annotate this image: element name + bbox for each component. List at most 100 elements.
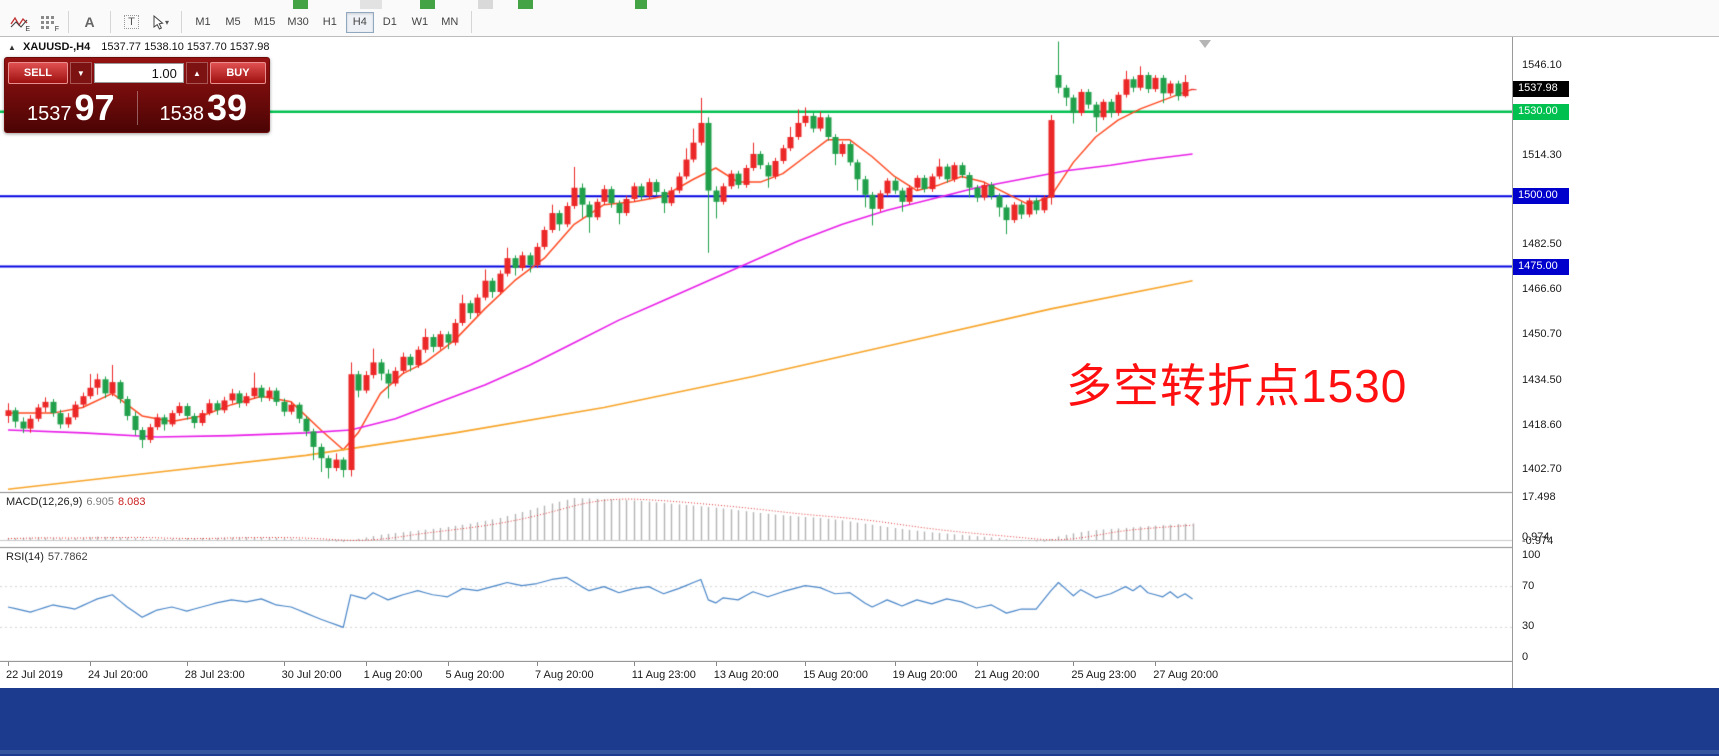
rsi-name: RSI(14) [6,551,44,563]
symbol-title: XAUUSD-,H4 [22,41,91,53]
price-line-tag: 1475.00 [1513,258,1569,275]
toolbar-separator [470,11,472,33]
macd-axis-label: 17.498 [1522,491,1556,503]
volume-increase-button[interactable]: ▲ [185,62,208,84]
toolbar: E F A T ▾ M1 M5 M15 M30 [0,0,1719,37]
cropped-toolbar-button-fragment [420,0,435,9]
price-line-tag: 1500.00 [1513,188,1569,205]
sell-price-frac: 97 [74,87,115,128]
cropped-toolbar-button-fragment [635,0,647,9]
price-axis-label: 1450.70 [1522,328,1562,341]
dots-grid-glyph [40,15,54,29]
buy-price-frac: 39 [206,87,248,128]
date-axis-label: 13 Aug 20:00 [713,669,779,681]
chevron-down-icon: ▾ [164,17,169,27]
rsi-axis-label: 30 [1522,620,1535,633]
cursor-arrow-glyph [153,14,164,30]
timeframe-mn-button[interactable]: MN [436,12,464,33]
cropped-toolbar-button-fragment [478,0,493,9]
date-tick-mark [976,662,978,666]
timeframe-w1-button[interactable]: W1 [406,12,434,33]
price-line-tag: 1537.98 [1513,81,1569,98]
price-line-tag: 1530.00 [1513,103,1569,120]
volume-decrease-button[interactable]: ▼ [69,62,92,84]
timeframe-h1-button[interactable]: H1 [316,12,344,33]
toolbar-separator [68,11,69,33]
macd-signal-value: 8.083 [117,496,146,508]
symbol-header: ▲ XAUUSD-,H4 1537.77 1538.10 1537.70 153… [8,41,270,53]
volume-input[interactable] [93,63,184,83]
date-tick-mark [186,662,188,666]
price-axis-label: 1466.60 [1522,283,1562,296]
sell-price-display[interactable]: 1537 97 [5,90,137,126]
date-tick-mark [536,662,538,666]
text-box-icon[interactable]: T [118,11,145,34]
date-tick-mark [365,662,367,666]
date-tick-mark [89,662,91,666]
zigzag-glyph [9,16,27,28]
cropped-toolbar-button-fragment [518,0,533,9]
bottom-scrollbar[interactable] [0,688,1719,756]
rsi-value: 57.7862 [47,551,88,563]
date-axis: 22 Jul 2019 24 Jul 20:00 28 Jul 23:00 30 Ju… [0,662,1512,688]
cropped-toolbar-button-fragment [360,0,382,9]
date-tick-mark [1155,662,1157,666]
date-tick-mark [1073,662,1075,666]
toolbar-separator [181,11,182,33]
date-axis-label: 25 Aug 23:00 [1071,669,1137,681]
date-tick-mark [715,662,717,666]
price-axis-label: 1434.50 [1522,373,1562,386]
timeframe-m30-button[interactable]: M30 [282,12,313,33]
buy-price-display[interactable]: 1538 39 [138,90,270,126]
date-axis-label: 24 Jul 20:00 [87,669,148,681]
trade-panel-divider [136,91,138,125]
buy-price-main: 1538 [159,103,204,125]
date-axis-label: 15 Aug 20:00 [803,669,868,681]
text-label-icon[interactable]: A [76,11,103,34]
date-tick-mark [283,662,285,666]
scrollbar-grip[interactable] [0,750,1719,754]
rsi-axis-label: 100 [1522,549,1541,561]
text-box-glyph: T [124,15,139,29]
cropped-toolbar-button-fragment [293,0,308,9]
timeframe-m1-button[interactable]: M1 [189,12,217,33]
date-axis-label: 28 Jul 23:00 [184,669,245,681]
macd-label: MACD(12,26,9) 6.905 8.083 [6,496,145,508]
date-axis-label: 19 Aug 20:00 [892,669,958,681]
price-axis-label: 1402.70 [1522,463,1562,476]
date-axis-label: 1 Aug 20:00 [363,669,423,681]
macd-axis-label: 0.974 [1522,530,1550,543]
timeframe-m5-button[interactable]: M5 [219,12,247,33]
macd-name: MACD(12,26,9) [6,496,83,508]
toolbar-main-row: E F A T ▾ M1 M5 M15 M30 [4,10,478,34]
date-tick-mark [894,662,896,666]
date-axis-label: 22 Jul 2019 [6,669,63,681]
chart-shift-marker[interactable] [1199,40,1211,48]
sell-button[interactable]: SELL [8,62,68,84]
rsi-axis-label: 0 [1522,651,1529,663]
indicator-lines-icon[interactable]: E [5,11,32,34]
price-chart-canvas[interactable] [0,37,1512,662]
price-scale-separator [1512,37,1513,688]
one-click-collapse-icon[interactable]: ▲ [8,43,16,52]
date-axis-label: 11 Aug 23:00 [631,669,696,681]
price-scale: 1546.10 1514.30 1482.50 1466.60 1450.70 1434.… [1513,37,1719,688]
timeframe-d1-button[interactable]: D1 [376,12,404,33]
cursor-tool-icon[interactable]: ▾ [147,11,174,34]
date-tick-mark [447,662,449,666]
date-tick-mark [633,662,635,666]
timeframe-m15-button[interactable]: M15 [249,12,280,33]
dots-grid-icon[interactable]: F [34,11,61,34]
price-axis-label: 1418.60 [1522,418,1562,431]
icon-sub-letter: F [54,25,59,33]
date-tick-mark [8,662,9,666]
date-axis-label: 21 Aug 20:00 [974,669,1040,681]
price-axis-label: 1514.30 [1522,148,1562,161]
sell-price-main: 1537 [26,103,72,125]
timeframe-h4-button[interactable]: H4 [345,11,374,33]
annotation-text: 多空转折点1530 [1066,360,1408,412]
trade-panel-prices: 1537 97 1538 39 [5,86,269,130]
buy-button[interactable]: BUY [209,62,266,84]
date-tick-mark [805,662,807,666]
one-click-trading-panel: SELL ▼ ▲ BUY 1537 97 1538 39 [4,57,270,133]
